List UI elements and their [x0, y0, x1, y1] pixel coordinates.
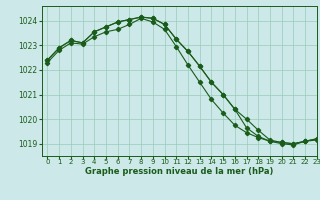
X-axis label: Graphe pression niveau de la mer (hPa): Graphe pression niveau de la mer (hPa)	[85, 167, 273, 176]
